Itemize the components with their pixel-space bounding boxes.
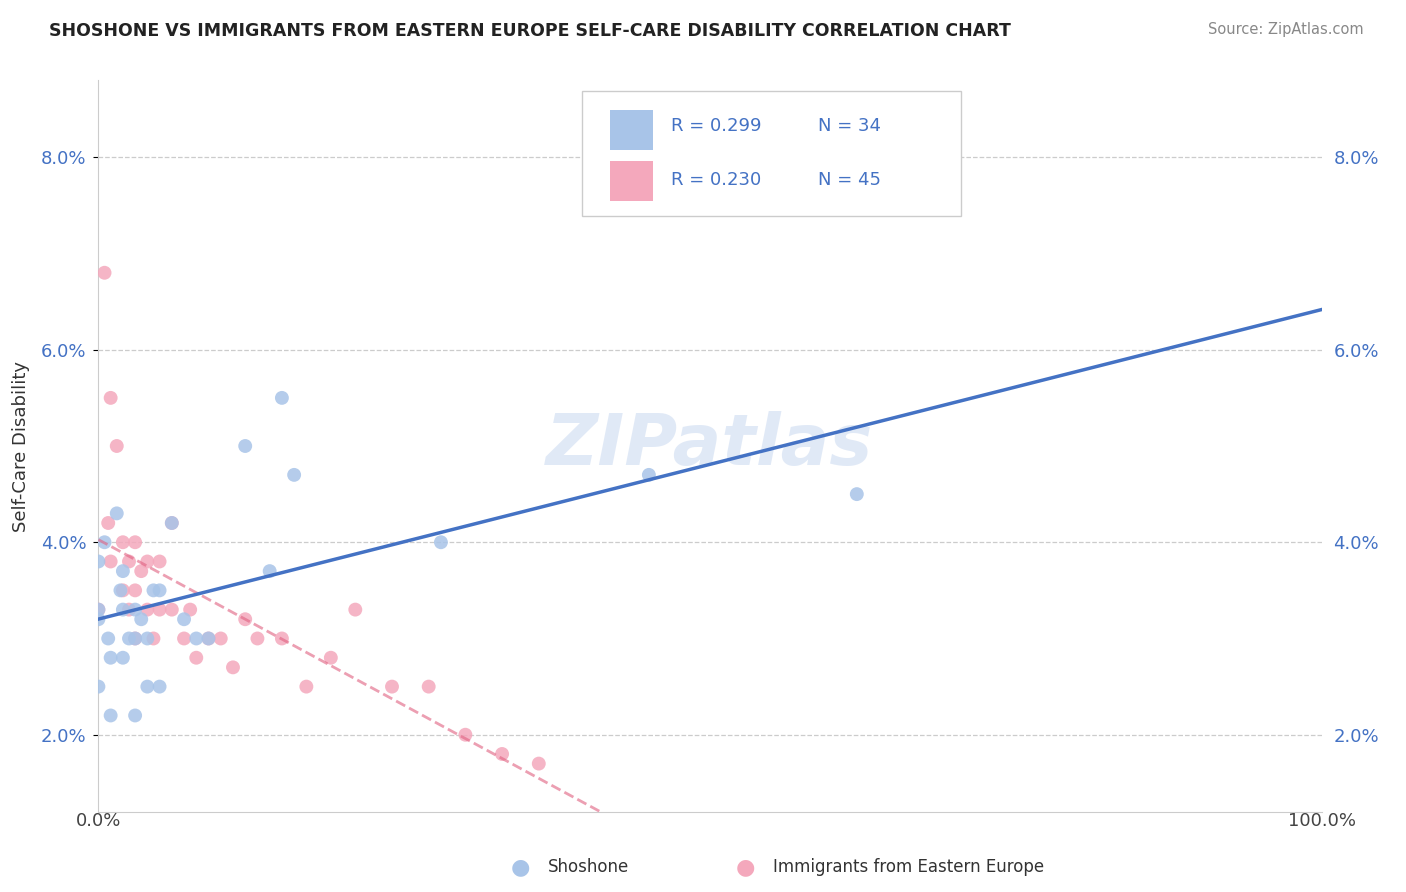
- FancyBboxPatch shape: [610, 110, 652, 150]
- Text: 0.0%: 0.0%: [76, 812, 121, 830]
- Point: [222, 660, 245, 674]
- Point: [173, 632, 195, 646]
- FancyBboxPatch shape: [610, 161, 652, 201]
- Point: [124, 602, 146, 616]
- Point: [129, 612, 152, 626]
- Point: [638, 467, 661, 482]
- FancyBboxPatch shape: [582, 91, 960, 216]
- Point: [319, 650, 342, 665]
- Point: [136, 680, 159, 694]
- Point: [118, 632, 141, 646]
- Point: [111, 602, 134, 616]
- Text: Immigrants from Eastern Europe: Immigrants from Eastern Europe: [773, 858, 1045, 876]
- Point: [87, 602, 110, 616]
- Point: [124, 708, 146, 723]
- Point: [149, 583, 172, 598]
- Point: [105, 439, 128, 453]
- Y-axis label: Self-Care Disability: Self-Care Disability: [11, 360, 30, 532]
- Point: [295, 680, 318, 694]
- Point: [149, 602, 172, 616]
- Text: ●: ●: [510, 857, 530, 877]
- Point: [186, 632, 208, 646]
- Point: [186, 650, 208, 665]
- Point: [118, 554, 141, 568]
- Text: R = 0.299: R = 0.299: [671, 117, 762, 135]
- Point: [100, 391, 122, 405]
- Point: [124, 632, 146, 646]
- Point: [454, 728, 477, 742]
- Point: [491, 747, 513, 761]
- Point: [87, 602, 110, 616]
- Point: [105, 507, 128, 521]
- Point: [87, 680, 110, 694]
- Point: [149, 554, 172, 568]
- Point: [93, 535, 115, 549]
- Text: SHOSHONE VS IMMIGRANTS FROM EASTERN EUROPE SELF-CARE DISABILITY CORRELATION CHAR: SHOSHONE VS IMMIGRANTS FROM EASTERN EURO…: [49, 22, 1011, 40]
- Point: [110, 583, 132, 598]
- Point: [136, 602, 159, 616]
- Point: [160, 516, 183, 530]
- Point: [111, 583, 134, 598]
- Point: [111, 650, 134, 665]
- Point: [430, 535, 453, 549]
- Point: [124, 583, 146, 598]
- Text: N = 34: N = 34: [818, 117, 880, 135]
- Text: ZIPatlas: ZIPatlas: [547, 411, 873, 481]
- Point: [246, 632, 269, 646]
- Point: [173, 612, 195, 626]
- Point: [381, 680, 404, 694]
- Point: [418, 680, 440, 694]
- Point: [118, 602, 141, 616]
- Point: [845, 487, 868, 501]
- Point: [259, 564, 281, 578]
- Point: [270, 391, 294, 405]
- Text: N = 45: N = 45: [818, 171, 880, 189]
- Point: [197, 632, 219, 646]
- Point: [160, 602, 183, 616]
- Text: 100.0%: 100.0%: [1288, 812, 1355, 830]
- Point: [149, 680, 172, 694]
- Point: [100, 708, 122, 723]
- Point: [136, 554, 159, 568]
- Point: [129, 564, 152, 578]
- Point: [111, 564, 134, 578]
- Point: [97, 516, 120, 530]
- Point: [100, 650, 122, 665]
- Text: ●: ●: [735, 857, 755, 877]
- Point: [233, 439, 256, 453]
- Point: [87, 554, 110, 568]
- Text: Source: ZipAtlas.com: Source: ZipAtlas.com: [1208, 22, 1364, 37]
- Point: [124, 632, 146, 646]
- Point: [136, 632, 159, 646]
- Point: [87, 612, 110, 626]
- Point: [142, 632, 165, 646]
- Point: [179, 602, 201, 616]
- Point: [93, 266, 115, 280]
- Point: [270, 632, 294, 646]
- Point: [111, 535, 134, 549]
- Point: [233, 612, 256, 626]
- Point: [100, 554, 122, 568]
- Point: [160, 516, 183, 530]
- Text: R = 0.230: R = 0.230: [671, 171, 761, 189]
- Point: [124, 535, 146, 549]
- Point: [209, 632, 232, 646]
- Point: [344, 602, 367, 616]
- Point: [527, 756, 550, 771]
- Point: [197, 632, 219, 646]
- Point: [142, 583, 165, 598]
- Text: Shoshone: Shoshone: [548, 858, 630, 876]
- Point: [97, 632, 120, 646]
- Point: [283, 467, 305, 482]
